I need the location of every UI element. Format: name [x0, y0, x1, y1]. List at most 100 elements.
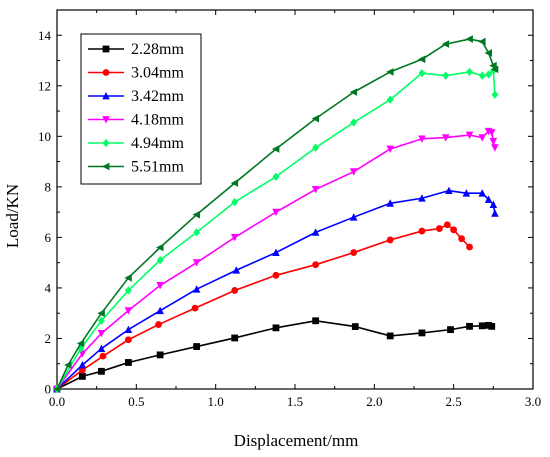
data-point	[418, 135, 426, 143]
legend-label: 5.51mm	[131, 159, 184, 176]
series-3.42mm	[53, 186, 499, 393]
data-point	[272, 271, 280, 279]
legend-swatch-marker	[102, 45, 110, 53]
legend-box	[80, 33, 202, 185]
data-point	[487, 129, 496, 137]
y-tick-label: 8	[45, 179, 52, 194]
x-tick-label: 0.0	[49, 394, 65, 409]
data-point	[350, 118, 358, 127]
legend: 2.28mm 3.04mm 3.42mm 4.18mm 4.94mm 5.51mm	[80, 33, 202, 185]
series-4.94mm	[53, 66, 499, 394]
data-point	[443, 221, 451, 229]
data-point	[418, 194, 426, 202]
data-point	[53, 385, 61, 393]
data-point	[349, 168, 358, 176]
data-point	[272, 208, 280, 217]
y-tick-label: 2	[45, 331, 52, 346]
x-tick-label: 2.0	[366, 394, 382, 409]
data-point	[386, 332, 394, 340]
data-point	[445, 186, 453, 195]
series-line	[56, 189, 496, 390]
data-point	[478, 189, 487, 197]
data-point	[193, 343, 201, 350]
data-point	[193, 228, 201, 237]
data-point	[124, 325, 133, 334]
data-point	[465, 131, 474, 140]
data-point	[386, 95, 394, 104]
legend-swatch-marker	[102, 116, 110, 124]
series-4.18mm	[53, 127, 499, 393]
data-point	[78, 372, 86, 380]
x-axis-title: Displacement/mm	[234, 431, 359, 450]
data-point	[349, 88, 358, 96]
data-point	[125, 359, 132, 366]
data-point	[64, 361, 72, 369]
data-point	[441, 40, 450, 48]
data-point	[156, 282, 164, 290]
data-point	[156, 351, 164, 359]
data-point	[156, 243, 164, 252]
data-point	[418, 227, 426, 235]
legend-label: 3.04mm	[131, 65, 184, 82]
legend-label: 4.94mm	[131, 135, 184, 152]
data-point	[192, 210, 201, 219]
series-2.28mm	[53, 317, 496, 393]
data-point	[489, 137, 498, 146]
data-point	[156, 306, 164, 315]
data-point	[450, 226, 458, 234]
y-tick-label: 4	[45, 280, 52, 295]
data-point	[462, 189, 471, 197]
legend-entry: 4.94mm	[88, 135, 184, 152]
x-tick-label: 2.5	[446, 394, 462, 409]
data-point	[418, 329, 426, 337]
data-point	[458, 235, 465, 243]
data-point	[349, 213, 358, 221]
data-point	[155, 321, 162, 328]
legend-entry: 5.51mm	[88, 159, 184, 176]
data-point	[97, 330, 106, 338]
data-point	[98, 367, 105, 375]
data-point	[466, 67, 473, 77]
data-point	[478, 322, 486, 330]
data-point	[272, 248, 280, 256]
series-5.51mm	[53, 35, 499, 393]
data-point	[484, 49, 492, 57]
y-tick-label: 10	[38, 129, 51, 144]
data-point	[98, 316, 105, 325]
data-point	[272, 172, 280, 181]
data-point	[478, 37, 486, 46]
data-point	[484, 195, 493, 203]
data-point	[386, 199, 394, 207]
legend-swatch-marker	[102, 92, 110, 100]
legend-label: 3.42mm	[131, 88, 184, 105]
data-point	[488, 322, 496, 330]
data-point	[97, 309, 105, 317]
data-point	[312, 317, 320, 325]
data-point	[312, 143, 320, 152]
data-point	[491, 90, 499, 99]
data-point	[78, 360, 87, 369]
legend-entry: 3.04mm	[88, 65, 184, 82]
data-point	[191, 304, 199, 312]
data-point	[386, 236, 394, 244]
x-tick-label: 0.5	[128, 394, 144, 409]
data-point	[351, 323, 359, 330]
data-point	[386, 68, 394, 76]
data-point	[125, 286, 132, 295]
data-point	[231, 287, 239, 294]
series-line	[56, 223, 471, 390]
data-point	[442, 71, 450, 80]
x-tick-label: 3.0	[525, 394, 541, 409]
legend-label: 2.28mm	[131, 41, 184, 58]
legend-swatch-marker	[102, 69, 110, 76]
x-axis: 0.0 0.5 1.0 1.5 2.0 2.5 3.0	[49, 10, 541, 409]
data-point	[418, 68, 426, 78]
data-point	[311, 228, 320, 236]
data-point	[466, 322, 473, 330]
data-point	[417, 55, 426, 64]
data-point	[232, 266, 241, 274]
legend-entry: 3.42mm	[88, 88, 184, 105]
data-point	[478, 71, 486, 80]
data-point	[491, 209, 499, 217]
data-point	[272, 324, 280, 332]
